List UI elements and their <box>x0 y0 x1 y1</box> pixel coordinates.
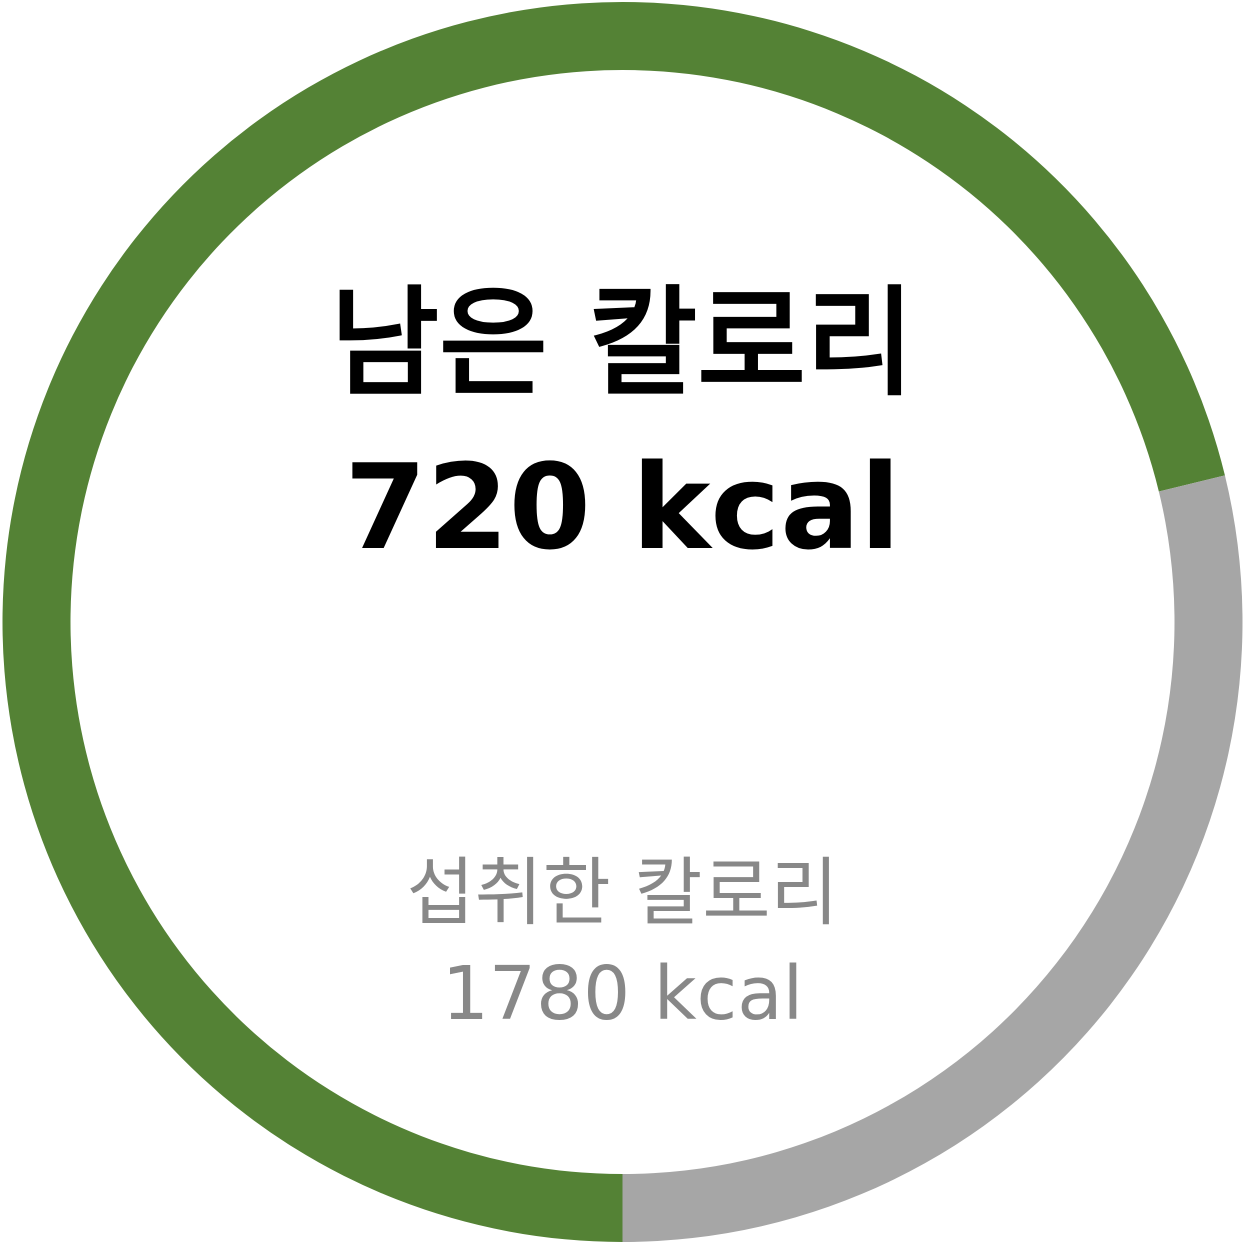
remaining-calories-label: 남은 칼로리 <box>330 274 915 412</box>
consumed-calories-label: 섭취한 칼로리 <box>406 850 839 936</box>
remaining-calories-value: 720 kcal <box>344 438 901 576</box>
consumed-calories-value: 1780 kcal <box>441 951 804 1037</box>
donut-segment-remaining <box>622 475 1243 1243</box>
